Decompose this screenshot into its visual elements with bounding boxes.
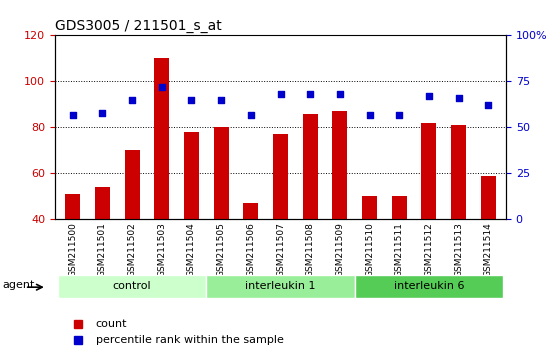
Text: GSM211512: GSM211512	[425, 222, 433, 277]
Bar	[65, 194, 80, 312]
Point	[68, 112, 77, 118]
Text: GSM211514: GSM211514	[483, 222, 493, 277]
Text: GSM211508: GSM211508	[306, 222, 315, 277]
Text: interleukin 1: interleukin 1	[245, 281, 316, 291]
FancyBboxPatch shape	[355, 275, 503, 298]
Bar	[214, 127, 229, 312]
Point	[306, 91, 315, 97]
Bar	[421, 123, 436, 312]
Text: GSM211509: GSM211509	[336, 222, 344, 277]
Text: GSM211510: GSM211510	[365, 222, 374, 277]
Point	[246, 112, 255, 118]
Point	[157, 84, 166, 90]
FancyBboxPatch shape	[58, 275, 206, 298]
Bar	[302, 114, 317, 312]
Text: interleukin 6: interleukin 6	[394, 281, 464, 291]
Text: agent: agent	[3, 280, 35, 290]
Point	[454, 95, 463, 101]
Point	[128, 97, 136, 103]
Text: GSM211505: GSM211505	[217, 222, 226, 277]
Text: count: count	[96, 319, 127, 329]
Bar	[362, 196, 377, 312]
Text: GSM211506: GSM211506	[246, 222, 255, 277]
Point	[484, 103, 493, 108]
Text: percentile rank within the sample: percentile rank within the sample	[96, 335, 283, 345]
Text: GSM211504: GSM211504	[187, 222, 196, 277]
Point	[425, 93, 433, 99]
Bar	[451, 125, 466, 312]
Point	[365, 112, 374, 118]
Text: GSM211507: GSM211507	[276, 222, 285, 277]
Bar	[155, 58, 169, 312]
Bar	[125, 150, 140, 312]
Text: GSM211502: GSM211502	[128, 222, 136, 277]
Bar	[184, 132, 199, 312]
Point	[187, 97, 196, 103]
Point	[395, 112, 404, 118]
Point	[336, 91, 344, 97]
Text: GSM211503: GSM211503	[157, 222, 166, 277]
FancyBboxPatch shape	[206, 275, 355, 298]
Text: GSM211500: GSM211500	[68, 222, 78, 277]
Bar	[481, 176, 496, 312]
Bar	[332, 111, 347, 312]
Point	[276, 91, 285, 97]
Bar	[392, 196, 406, 312]
Text: control: control	[113, 281, 151, 291]
Bar	[244, 203, 258, 312]
Text: GSM211513: GSM211513	[454, 222, 463, 277]
Text: GSM211501: GSM211501	[98, 222, 107, 277]
Text: GSM211511: GSM211511	[395, 222, 404, 277]
Bar	[273, 134, 288, 312]
Point	[98, 110, 107, 115]
Text: GDS3005 / 211501_s_at: GDS3005 / 211501_s_at	[55, 19, 222, 33]
Bar	[95, 187, 110, 312]
Point	[217, 97, 226, 103]
